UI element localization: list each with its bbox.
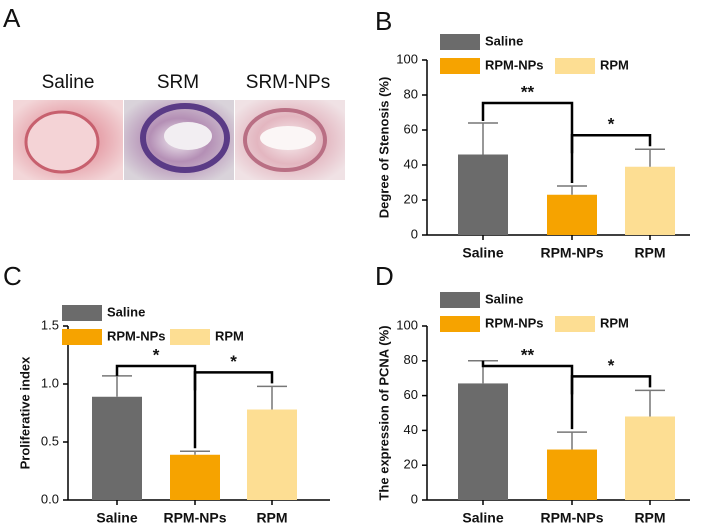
error-bar <box>257 385 287 410</box>
y-axis-label: The expression of PCNA (%) <box>376 325 391 500</box>
legend-swatch <box>555 58 595 74</box>
significance-bracket <box>193 371 274 391</box>
y-tick-label: 80 <box>404 352 418 367</box>
y-tick-label: 0 <box>411 226 418 241</box>
legend-swatch <box>62 305 102 321</box>
y-tick-label: 60 <box>404 387 418 402</box>
x-tick-label: RPM-NPs <box>163 510 226 523</box>
x-tick-label: RPM <box>634 510 665 523</box>
significance-label: ** <box>521 82 535 101</box>
error-bar <box>468 122 498 155</box>
y-tick-label: 60 <box>404 121 418 136</box>
legend-label: RPM-NPs <box>107 328 166 343</box>
x-tick-label: RPM <box>634 245 665 261</box>
bar <box>547 194 597 235</box>
image-caption: SRM <box>157 72 199 93</box>
legend-label: RPM-NPs <box>485 315 544 330</box>
significance-label: * <box>608 115 615 134</box>
lumen <box>260 126 316 150</box>
panel-label: B <box>375 6 392 36</box>
y-tick-label: 100 <box>396 317 418 332</box>
y-axis-label: Proliferative index <box>17 356 32 469</box>
legend-swatch <box>440 34 480 50</box>
x-tick-label: RPM-NPs <box>540 245 603 261</box>
bar <box>547 449 597 500</box>
error-bar <box>102 375 132 397</box>
legend-swatch <box>440 292 480 308</box>
legend-label: RPM-NPs <box>485 57 544 72</box>
legend-label: Saline <box>485 291 523 306</box>
error-bar <box>180 450 210 455</box>
legend-label: Saline <box>107 304 145 319</box>
y-tick-label: 80 <box>404 86 418 101</box>
error-bar <box>557 185 587 195</box>
legend-swatch <box>170 329 210 345</box>
bar <box>92 396 142 500</box>
legend-label: RPM <box>600 57 629 72</box>
significance-label: * <box>153 345 160 364</box>
y-tick-label: 0.5 <box>41 433 59 448</box>
vessel <box>140 103 230 173</box>
y-tick-label: 100 <box>396 51 418 66</box>
y-axis-label: Degree of Stenosis (%) <box>376 77 391 219</box>
bar <box>170 454 220 500</box>
x-tick-label: RPM <box>256 510 287 523</box>
y-tick-label: 1.0 <box>41 375 59 390</box>
significance-bracket <box>115 364 197 449</box>
y-tick-label: 40 <box>404 156 418 171</box>
bar <box>458 383 508 500</box>
significance-bracket <box>570 134 652 154</box>
y-tick-label: 1.5 <box>41 317 59 332</box>
error-bar <box>635 148 665 167</box>
bar <box>247 409 297 500</box>
error-bar <box>557 431 587 450</box>
image-caption: SRM-NPs <box>246 72 330 93</box>
y-tick-label: 40 <box>404 422 418 437</box>
x-tick-label: Saline <box>462 245 503 261</box>
x-tick-label: RPM-NPs <box>540 510 603 523</box>
x-tick-label: Saline <box>96 510 137 523</box>
panel-label: D <box>375 261 394 291</box>
bar <box>625 416 675 500</box>
legend-swatch <box>440 316 480 332</box>
significance-label: ** <box>521 345 535 364</box>
y-tick-label: 20 <box>404 457 418 472</box>
significance-bracket <box>570 375 652 395</box>
x-tick-label: Saline <box>462 510 503 523</box>
y-tick-label: 0 <box>411 491 418 506</box>
panel-label: C <box>3 261 22 291</box>
legend-label: Saline <box>485 33 523 48</box>
bar <box>625 166 675 235</box>
vessel <box>24 110 100 174</box>
legend-swatch <box>62 329 102 345</box>
image-caption: Saline <box>42 72 95 93</box>
significance-label: * <box>230 352 237 371</box>
panel-a: A Saline SRM SRM-NPs <box>3 3 345 180</box>
vessel <box>243 108 327 172</box>
legend-swatch <box>440 58 480 74</box>
y-tick-label: 0.0 <box>41 491 59 506</box>
legend-label: RPM <box>600 315 629 330</box>
bar <box>458 154 508 235</box>
error-bar <box>635 389 665 417</box>
lumen <box>164 122 212 150</box>
significance-bracket <box>481 360 574 430</box>
panel-label: A <box>3 3 21 33</box>
significance-label: * <box>608 356 615 375</box>
legend-label: RPM <box>215 328 244 343</box>
y-tick-label: 20 <box>404 191 418 206</box>
legend-swatch <box>555 316 595 332</box>
